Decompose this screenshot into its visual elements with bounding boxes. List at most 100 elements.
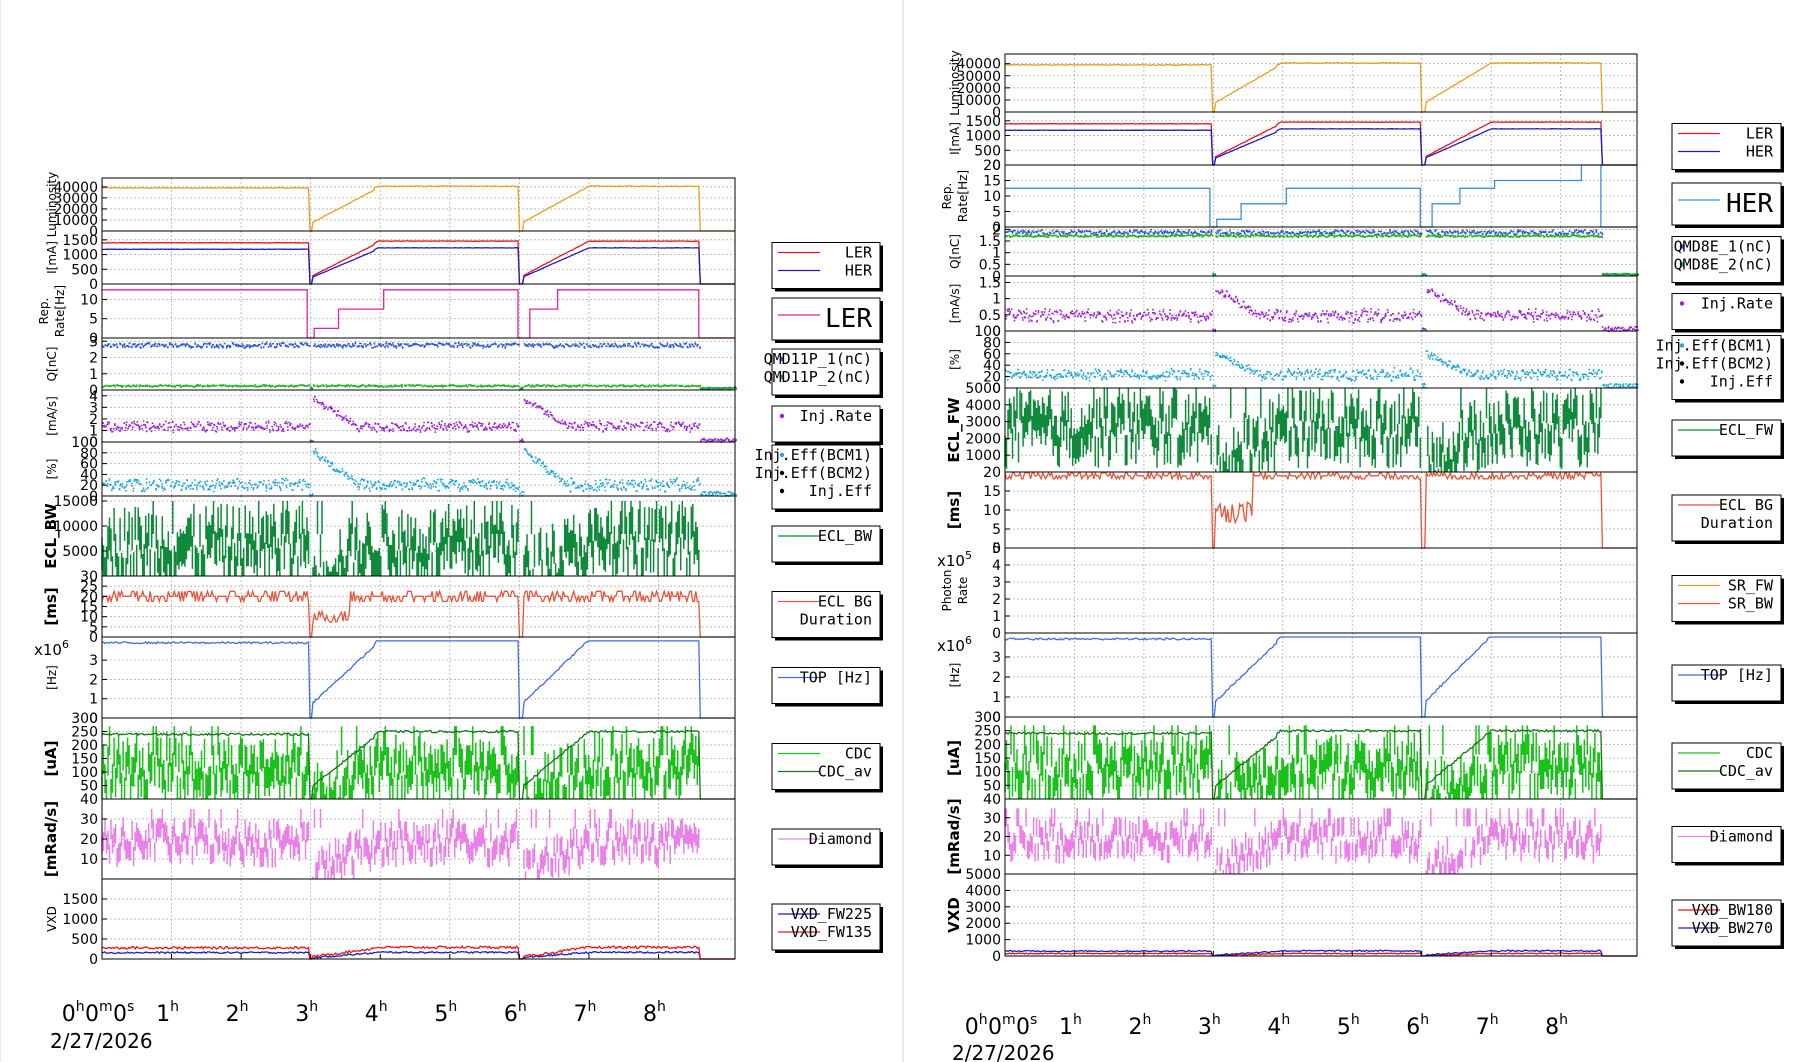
legend-entry: Diamond [809,830,872,848]
y-tick-label: 2 [992,222,1001,238]
y-tick-label: 10000 [53,213,98,229]
grid [1005,112,1637,165]
legend-entry: LER [1746,125,1774,143]
subplot-dia: 10 20 30 40 [mRad/s] Diamond [945,792,1784,875]
series-qmd11p-2-nc [102,384,738,390]
y-tick-label: 30000 [956,69,1001,85]
legend-entry: ECL BG [1719,496,1773,514]
x-tick-label: 7h [573,999,596,1027]
y-axis-label: [Hz] [45,665,59,690]
y-tick-label: 0 [992,158,1001,174]
series-qmd8e-2-nc [1004,233,1639,276]
legend-entry: ECL_BW [818,527,873,545]
y-tick-label: 2000 [965,431,1001,447]
y-axis-label: I[mA] [948,122,962,155]
series-ecl-bg-duration [1004,470,1637,549]
y-tick-label: 0 [992,710,1001,726]
chart-panel-right: 010000200003000040000Luminosity050010001… [937,50,1784,1062]
y-tick-label: 1 [992,246,1001,262]
y-tick-label: 40 [983,358,1001,374]
y-tick-label: 2 [89,351,98,367]
y-tick-label: 15 [983,174,1001,190]
y-axis-label: Rate[Hz] [956,170,970,222]
y-tick-label: 50 [80,779,98,795]
y-tick-label: 100 [71,435,98,451]
legend-entry: Inj.Eff [809,482,872,500]
legend-entry: TOP [Hz] [1701,666,1773,684]
y-tick-label: 0.5 [979,257,1001,273]
legend-entry: LER [825,304,872,334]
legend-rep: HER [1671,182,1784,228]
grid [102,576,735,637]
y-tick-label: 0 [89,277,98,293]
x-tick-label: 5h [434,999,457,1027]
y-tick-label: 20000 [53,202,98,218]
x-tick-label: 2h [1128,1012,1151,1040]
y-tick-label: 0 [992,105,1001,121]
y-tick-label: 1500 [62,233,98,249]
y-tick-label: 1500 [62,892,98,908]
legend-marker [1679,361,1685,366]
y-axis-label: Q[nC] [45,347,59,382]
legend-marker [779,374,785,380]
y-tick-label: 100 [71,765,98,781]
y-axis-label: ECL_FW [945,397,963,463]
y-exponent: x106 [34,638,69,659]
y-tick-label: 0 [992,949,1001,965]
y-tick-label: 1 [89,367,98,383]
legend-marker [779,452,785,458]
legend-inj: Inj.Rate [1671,293,1784,333]
grid [1005,331,1637,388]
y-axis-label: [mA/s] [45,396,59,436]
series-cdc-av [101,729,735,800]
y-tick-label: 15000 [53,494,98,510]
y-axis-label: [uA] [945,740,963,776]
y-tick-label: 15 [80,600,98,616]
y-axis-label: [%] [948,349,962,370]
x-tick-label: 2h [226,999,249,1027]
y-tick-label: 0 [89,383,98,399]
y-tick-label: 3 [992,650,1001,666]
legend-q: QMD11P_1(nC)QMD11P_2(nC) [764,348,883,398]
grid [102,178,735,231]
legend-marker [779,356,785,362]
y-tick-label: 30 [80,812,98,828]
y-tick-label: 20 [80,478,98,494]
y-tick-label: 5 [89,312,98,328]
legend-entry: QMD8E_1(nC) [1674,238,1773,256]
series-vxd-bw270 [1004,949,1637,957]
subplot-frame [101,636,736,719]
y-tick-label: 0 [89,952,98,968]
x-tick-label: 0h 0m 0s [62,999,134,1027]
y-tick-label: 0.5 [979,308,1001,324]
y-axis-label: [%] [45,459,59,480]
legend-q: QMD8E_1(nC)QMD8E_2(nC) [1671,236,1784,286]
y-tick-label: 1000 [965,129,1001,145]
series-top-hz [1004,636,1637,718]
legend-entry: Diamond [1710,828,1773,846]
subplot-frame [1004,873,1638,957]
legend-entry: VXD_FW225 [791,905,872,923]
y-tick-label: 4000 [965,398,1001,414]
legend-rep: LER [771,297,883,343]
y-tick-label: 1 [992,292,1001,308]
y-tick-label: 250 [974,724,1001,740]
y-tick-label: 60 [983,347,1001,363]
y-tick-label: 0 [992,324,1001,340]
y-tick-label: 20000 [956,81,1001,97]
legend-marker [1679,244,1685,249]
y-axis-label: VXD [945,897,963,933]
y-tick-label: 3000 [965,900,1001,916]
legend-entry: HER [1746,143,1774,161]
y-tick-label: 1 [992,690,1001,706]
y-tick-label: 5 [89,620,98,636]
y-tick-label: 5 [992,205,1001,221]
